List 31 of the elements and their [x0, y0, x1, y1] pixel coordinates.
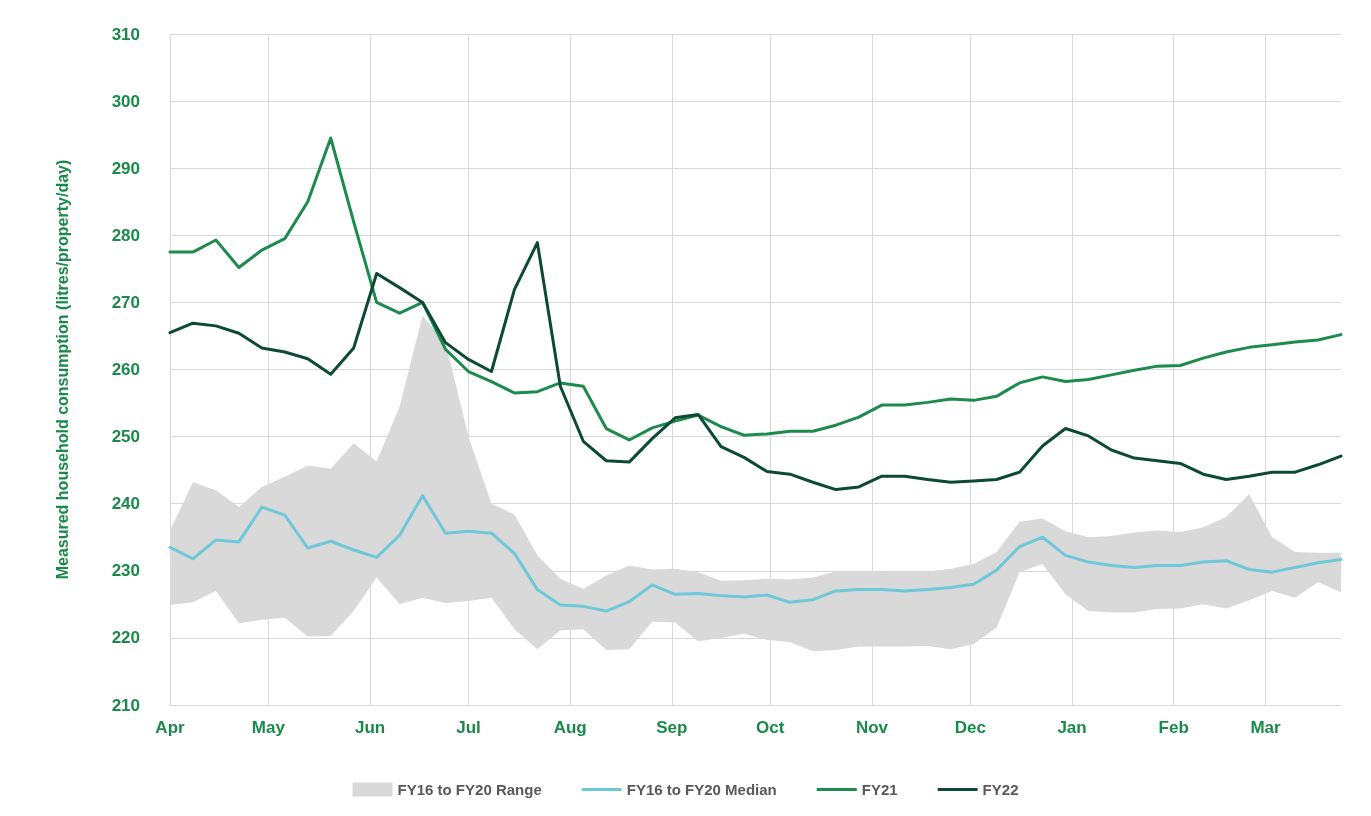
- x-tick-label: Feb: [1158, 718, 1189, 737]
- line-series: [168, 494, 1343, 613]
- y-tick-label: 300: [111, 91, 140, 111]
- x-tick-label: Jul: [456, 718, 481, 737]
- y-tick-label: 210: [111, 695, 140, 715]
- legend-label: FY22: [982, 781, 1019, 798]
- x-tick-label: Dec: [954, 718, 986, 737]
- y-tick-label: 240: [111, 494, 140, 514]
- x-tick-label: Sep: [656, 718, 688, 737]
- line-series: [168, 136, 1343, 442]
- y-tick-label: 220: [111, 628, 140, 648]
- x-tick-label: Mar: [1250, 718, 1282, 737]
- line-series: [168, 241, 1343, 492]
- y-tick-label: 260: [111, 360, 140, 379]
- y-tick-label: 250: [111, 427, 140, 447]
- y-tick-label: 310: [111, 24, 140, 44]
- y-axis-title: Measured household consumption (litres/property/day): [53, 159, 71, 580]
- x-tick-label: Jun: [354, 718, 386, 737]
- x-tick-label: May: [251, 718, 286, 737]
- x-tick-label: Nov: [855, 718, 889, 737]
- legend-label: FY16 to FY20 Median: [626, 781, 777, 798]
- x-tick-label: Oct: [756, 718, 785, 737]
- x-tick-label: Aug: [553, 718, 587, 737]
- y-tick-label: 230: [111, 561, 140, 581]
- x-tick-label: Jan: [1057, 718, 1087, 737]
- y-tick-label: 270: [111, 292, 140, 312]
- legend-label: FY16 to FY20 Range: [397, 781, 542, 798]
- legend-label: FY21: [861, 781, 898, 798]
- y-tick-label: 280: [111, 225, 140, 245]
- y-tick-label: 290: [111, 158, 140, 178]
- x-tick-label: Apr: [155, 718, 186, 737]
